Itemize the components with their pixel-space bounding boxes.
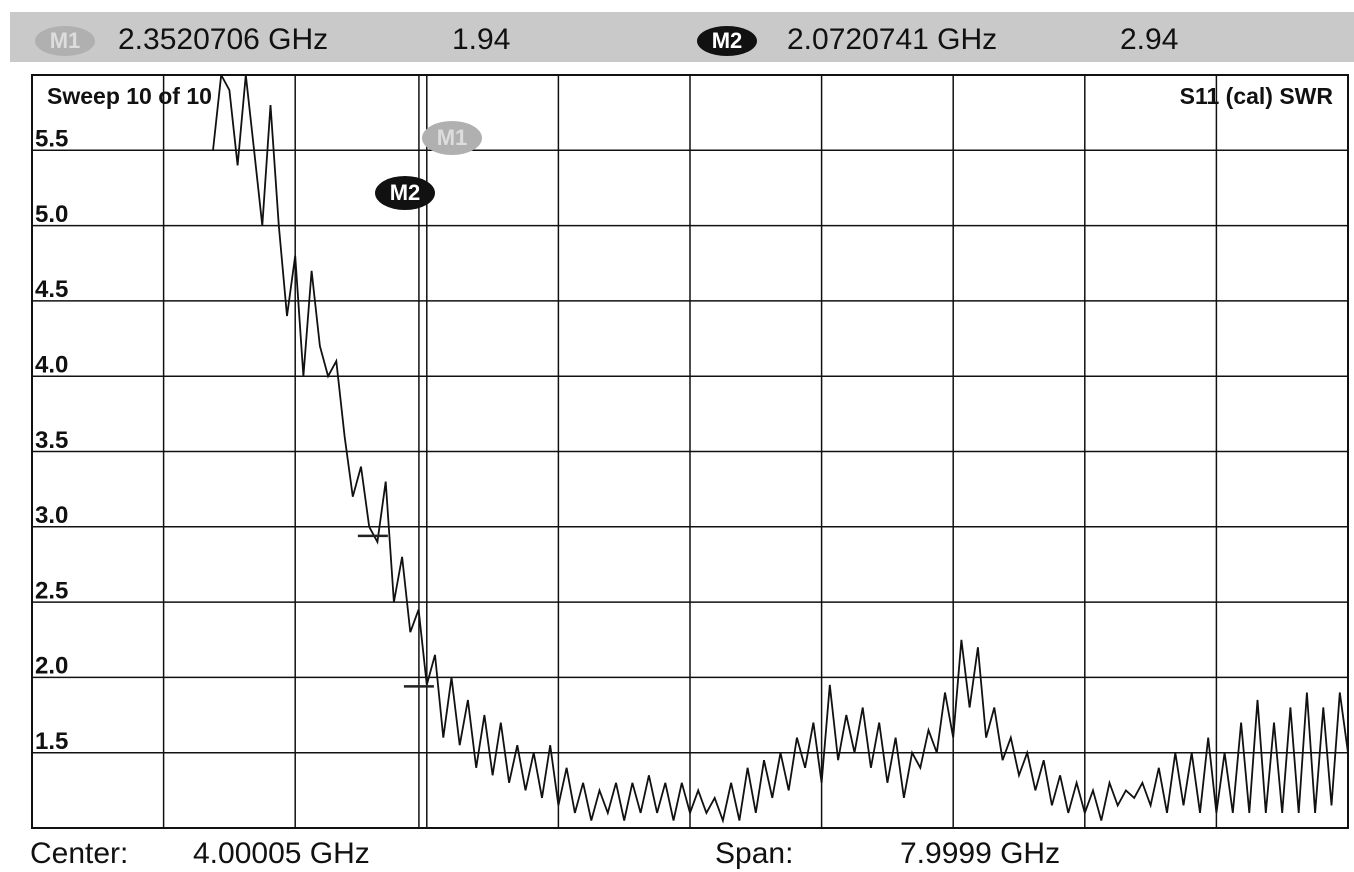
marker-frequency: 2.3520706 GHz [118, 23, 328, 56]
y-tick-label: 2.5 [35, 577, 68, 604]
marker-plot-badge [375, 176, 435, 210]
y-tick-label: 3.0 [35, 502, 68, 529]
marker-frequency: 2.0720741 GHz [787, 23, 997, 56]
marker-plot-label: M1 [437, 125, 468, 150]
marker-bar [10, 12, 1354, 62]
marker-plot-badge [422, 121, 482, 155]
marker-badge [35, 26, 95, 56]
marker-badge-label: M2 [712, 28, 743, 53]
y-tick-label: 4.5 [35, 276, 68, 303]
marker-plot-label: M2 [390, 180, 421, 205]
marker-badge [697, 26, 757, 56]
marker-badge-label: M1 [50, 28, 81, 53]
marker-value: 1.94 [452, 23, 510, 56]
span-label: Span: [715, 837, 793, 870]
center-value: 4.00005 GHz [193, 837, 370, 870]
sweep-label: Sweep 10 of 10 [47, 83, 212, 109]
trace [212, 75, 1348, 824]
span-value: 7.9999 GHz [900, 837, 1060, 870]
y-tick-label: 4.0 [35, 352, 68, 379]
y-tick-label: 3.5 [35, 427, 68, 454]
y-tick-label: 5.0 [35, 201, 68, 228]
y-tick-label: 5.5 [35, 126, 68, 153]
measurement-label: S11 (cal) SWR [1180, 83, 1334, 109]
center-label: Center: [30, 837, 128, 870]
y-tick-label: 2.0 [35, 653, 68, 680]
y-tick-label: 1.5 [35, 728, 68, 755]
marker-value: 2.94 [1120, 23, 1178, 56]
